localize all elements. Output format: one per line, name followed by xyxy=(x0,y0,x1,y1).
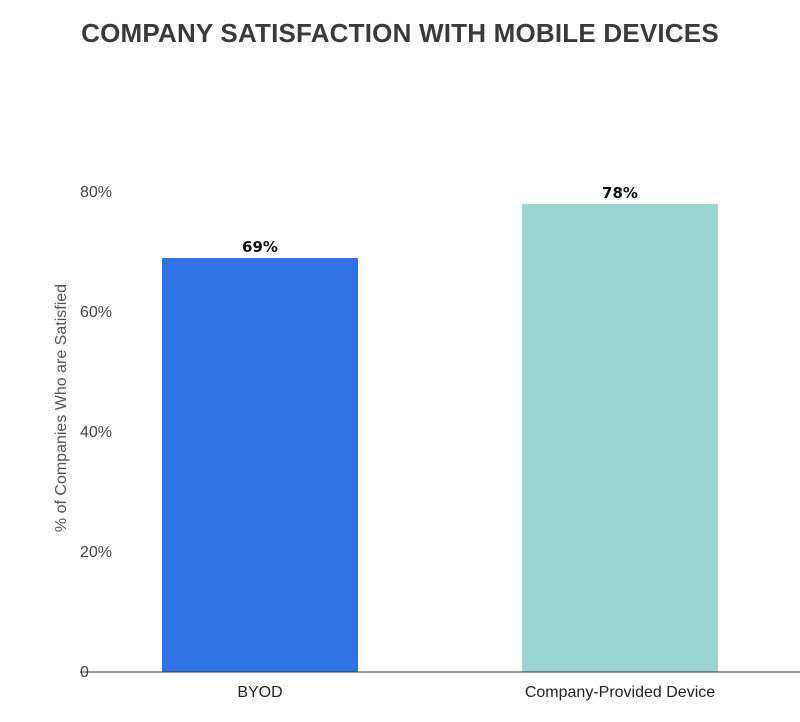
y-axis-ticks: 020%40%60%80% xyxy=(80,184,112,681)
chart-title: COMPANY SATISFACTION WITH MOBILE DEVICES xyxy=(81,18,719,48)
bar-value-label: 69% xyxy=(242,238,278,256)
bar-value-label: 78% xyxy=(602,184,638,202)
y-axis-title: % of Companies Who are Satisfied xyxy=(53,284,70,532)
x-axis-labels: BYOD Company-Provided Device xyxy=(237,684,715,701)
bars xyxy=(162,204,718,672)
bar xyxy=(162,258,358,672)
y-tick-label: 40% xyxy=(80,424,112,441)
x-category-label: Company-Provided Device xyxy=(525,684,715,701)
bar xyxy=(522,204,718,672)
y-tick-label: 20% xyxy=(80,544,112,561)
x-category-label: BYOD xyxy=(237,684,282,701)
y-tick-label: 80% xyxy=(80,184,112,201)
data-labels: 69% 78% xyxy=(242,184,638,256)
y-tick-label: 60% xyxy=(80,304,112,321)
